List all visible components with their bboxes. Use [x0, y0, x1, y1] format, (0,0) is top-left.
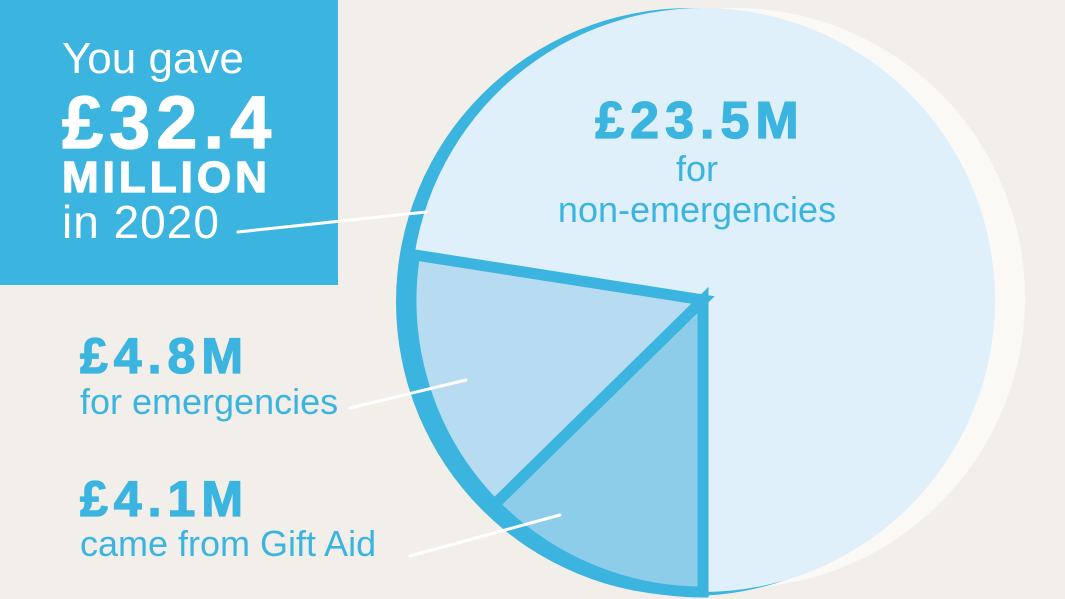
leader-line-total: [236, 210, 428, 234]
leader-line-gift-aid: [408, 513, 562, 558]
slice-label-line: non-emergencies: [558, 189, 836, 230]
slice-label-line: for emergencies: [80, 381, 338, 422]
headline-amount: £32.4: [62, 81, 277, 164]
slice-value-label: £23.5M: [595, 92, 804, 150]
label-emergencies: £4.8M for emergencies: [79, 327, 338, 422]
slice-label-line: for: [676, 148, 718, 189]
headline-box: You gave £32.4 MILLION in 2020: [0, 0, 338, 285]
label-gift-aid: £4.1M came from Gift Aid: [79, 470, 376, 564]
headline-year-line: in 2020: [62, 196, 220, 248]
headline-box-background: [0, 0, 338, 285]
slice-value-label: £4.8M: [80, 328, 249, 384]
slice-label-line: came from Gift Aid: [80, 523, 376, 564]
pie-slices: [405, 7, 996, 598]
label-non-emergencies: £23.5M for non-emergencies: [558, 91, 836, 230]
slice-value-label: £4.1M: [80, 471, 249, 527]
leader-line-emergencies: [348, 378, 468, 410]
headline-unit: MILLION: [62, 153, 271, 202]
headline-line-1: You gave: [62, 34, 244, 83]
pie-chart: [396, 7, 1025, 598]
